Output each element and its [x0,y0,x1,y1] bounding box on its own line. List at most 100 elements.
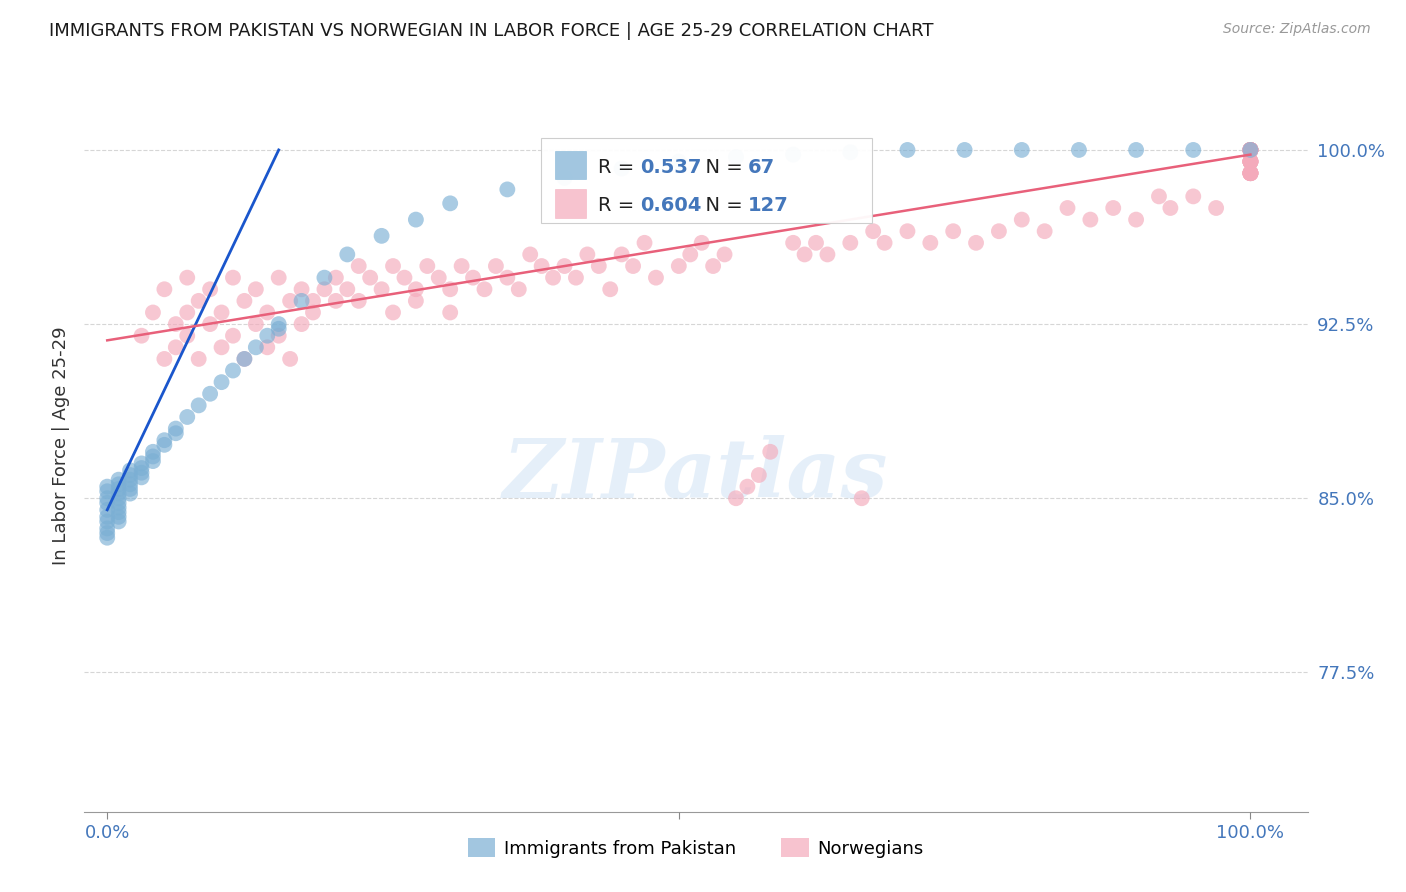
Point [290,293,312,308]
Point [588,259,610,273]
Point [405,212,427,227]
Point [107,505,129,519]
Text: N =: N = [693,158,749,177]
Point [519,247,541,261]
Point [896,143,918,157]
Point [782,147,804,161]
Point [1239,143,1261,157]
Point [370,228,392,243]
Point [176,305,198,319]
Point [142,305,165,319]
Point [541,270,564,285]
Point [107,509,129,524]
Point [1125,143,1147,157]
Point [1239,166,1261,180]
Point [610,161,633,176]
Point [120,486,142,500]
Point [211,340,233,354]
Point [1239,143,1261,157]
Point [1239,143,1261,157]
Point [187,351,209,366]
Point [416,259,439,273]
Point [290,282,312,296]
Point [1239,166,1261,180]
Point [496,270,519,285]
Point [599,282,621,296]
Point [1205,201,1227,215]
Legend: Immigrants from Pakistan, Norwegians: Immigrants from Pakistan, Norwegians [461,831,931,865]
Point [873,235,896,250]
Point [96,531,118,545]
Point [1102,201,1125,215]
Point [645,270,668,285]
Point [107,500,129,515]
Point [153,433,176,447]
Point [347,293,370,308]
Point [668,154,690,169]
Point [314,282,336,296]
Point [450,259,472,273]
Point [1239,143,1261,157]
Point [107,473,129,487]
Point [690,235,713,250]
Text: Source: ZipAtlas.com: Source: ZipAtlas.com [1223,22,1371,37]
Y-axis label: In Labor Force | Age 25-29: In Labor Force | Age 25-29 [52,326,70,566]
Point [96,526,118,541]
Point [896,224,918,238]
Point [96,480,118,494]
Point [1159,201,1181,215]
Point [222,328,245,343]
Point [120,482,142,496]
Point [107,491,129,506]
Point [131,461,153,475]
Point [1239,143,1261,157]
Point [1147,189,1170,203]
Point [530,259,553,273]
Point [405,293,427,308]
Point [165,340,187,354]
Point [1056,201,1078,215]
Point [256,340,278,354]
Point [1239,143,1261,157]
Point [439,196,461,211]
Point [724,491,747,506]
Point [267,328,290,343]
Point [198,317,221,331]
Point [621,259,644,273]
Point [131,457,153,471]
Point [233,293,256,308]
Point [256,305,278,319]
Point [131,466,153,480]
Point [1239,166,1261,180]
Point [553,170,575,185]
Point [142,450,165,464]
Point [1239,154,1261,169]
Point [1067,143,1090,157]
Point [96,484,118,499]
Point [1033,224,1056,238]
Point [176,270,198,285]
Point [748,468,770,483]
Point [176,409,198,424]
Text: ZIPatlas: ZIPatlas [503,435,889,516]
Point [1239,143,1261,157]
Point [965,235,987,250]
Text: N =: N = [693,196,749,215]
Point [267,322,290,336]
Point [222,270,245,285]
Point [474,282,496,296]
Point [222,363,245,377]
Point [382,259,405,273]
Point [302,293,325,308]
Point [1239,143,1261,157]
Point [165,317,187,331]
Point [165,421,187,435]
Point [1239,154,1261,169]
Point [233,351,256,366]
Point [245,317,267,331]
Point [1239,154,1261,169]
Point [920,235,942,250]
Point [862,224,884,238]
Point [107,486,129,500]
Text: R =: R = [598,196,640,215]
